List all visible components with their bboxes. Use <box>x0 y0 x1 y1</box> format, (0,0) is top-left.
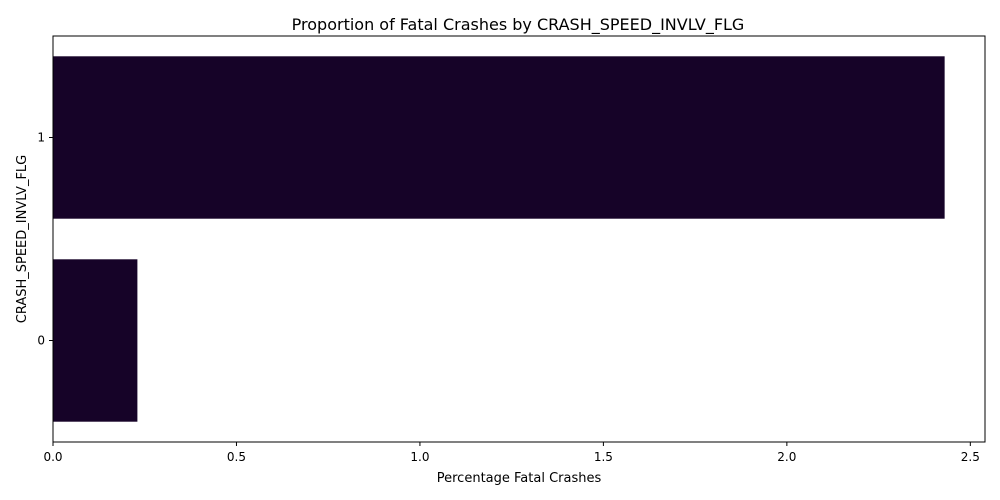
y-axis-ticks: 10 <box>37 131 53 348</box>
x-axis-label: Percentage Fatal Crashes <box>437 471 602 486</box>
x-tick-label: 1.0 <box>410 450 429 464</box>
bar-0 <box>53 259 138 422</box>
chart-title: Proportion of Fatal Crashes by CRASH_SPE… <box>292 15 745 35</box>
y-axis-label: CRASH_SPEED_INVLV_FLG <box>15 155 30 324</box>
y-tick-label: 1 <box>37 131 45 145</box>
bar-1 <box>53 56 945 219</box>
x-axis-ticks: 0.0 0.5 1.0 1.5 2.0 2.5 <box>43 442 980 464</box>
plot-frame <box>52 35 986 443</box>
x-tick-label: 2.0 <box>777 450 796 464</box>
x-tick-label: 1.5 <box>594 450 613 464</box>
bars-group <box>53 56 945 422</box>
x-tick-label: 0.0 <box>43 450 62 464</box>
y-tick-label: 0 <box>37 334 45 348</box>
x-tick-label: 2.5 <box>961 450 980 464</box>
x-tick-label: 0.5 <box>227 450 246 464</box>
